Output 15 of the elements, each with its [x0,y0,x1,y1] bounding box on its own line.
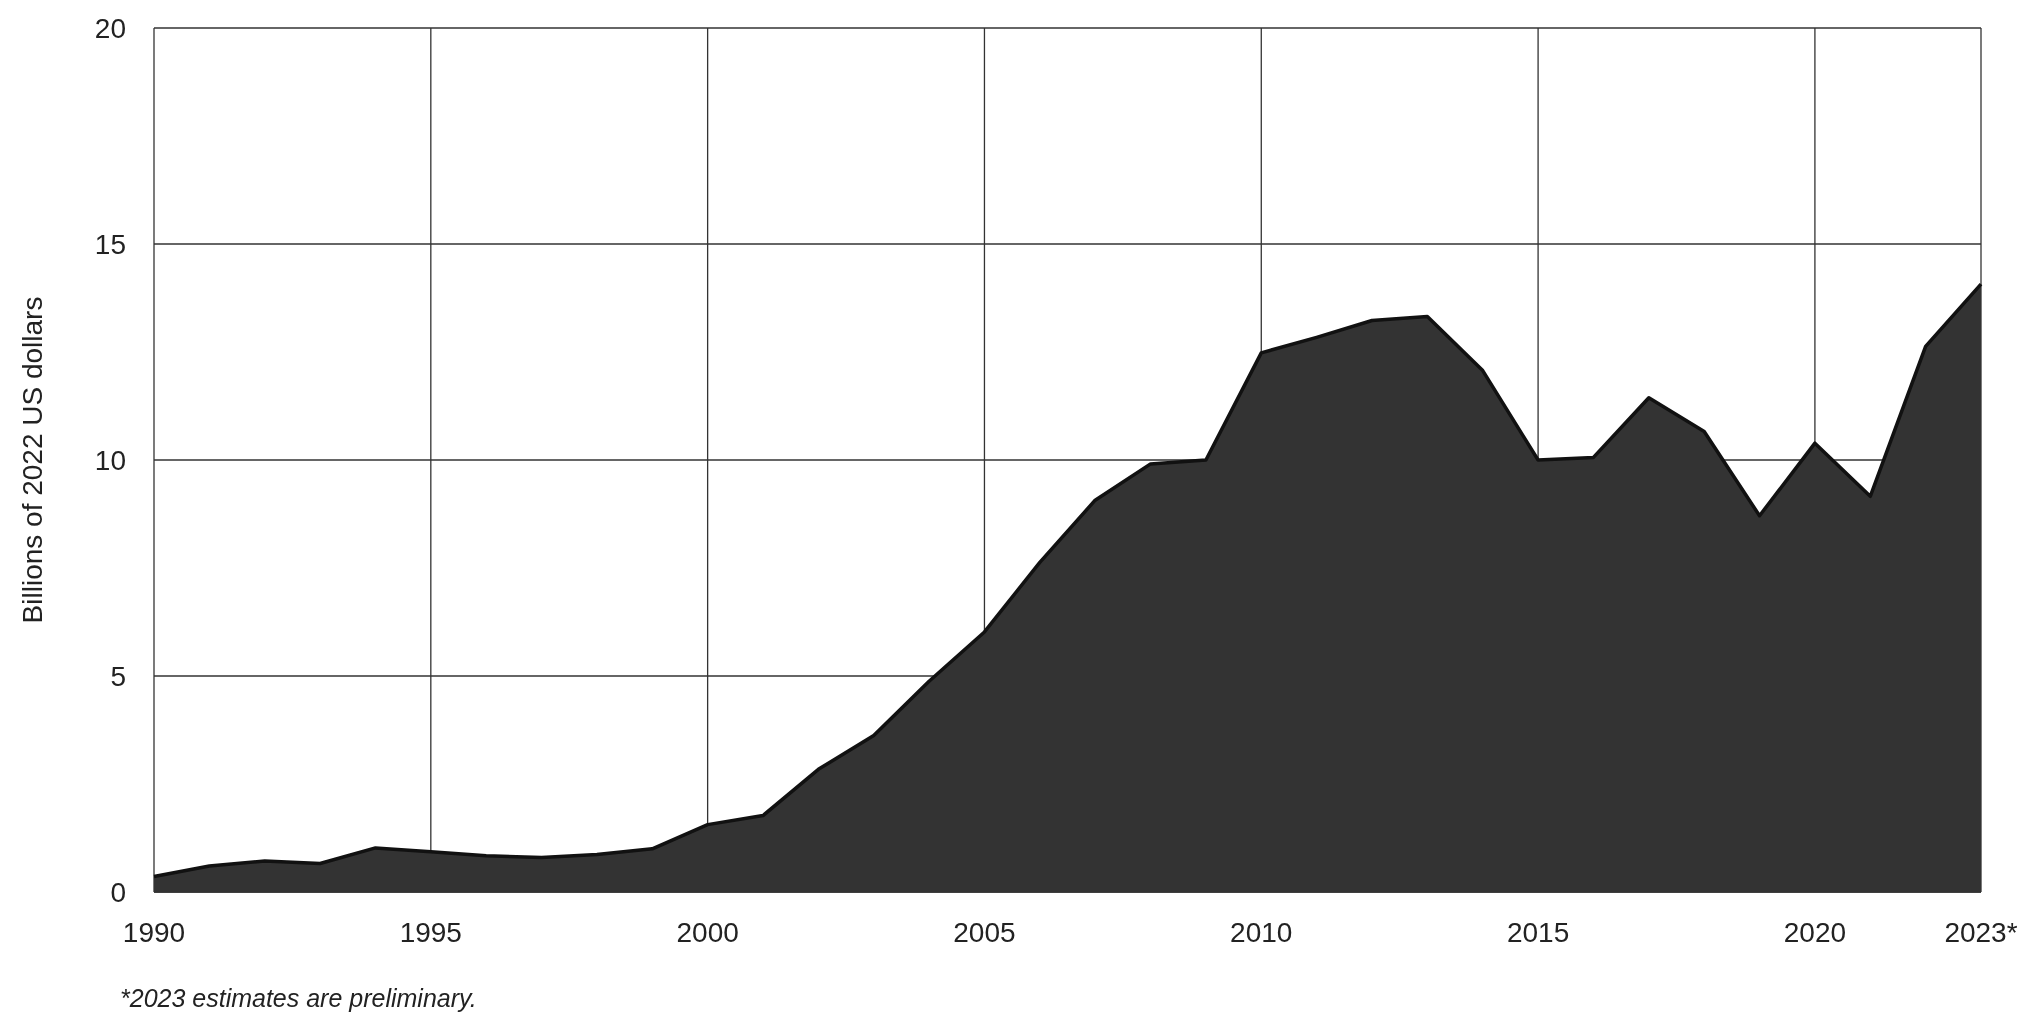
x-tick-label: 2023* [1944,917,2018,948]
text: *2023 estimates are preliminary. [120,984,477,1012]
y-tick-label: 20 [94,12,126,44]
x-tick-label: 1990 [122,917,186,948]
y-tick-label: 5 [110,660,126,692]
y-tick-label: 15 [94,228,126,260]
y-tick-label: 0 [110,876,126,908]
x-tick-label: 2005 [953,917,1016,948]
y-tick-label: 10 [94,444,126,476]
x-tick-label: 2010 [1230,917,1293,948]
x-tick-label: 2015 [1506,917,1570,948]
x-tick-label: 2000 [676,917,739,948]
y-axis-title: Billions of 2022 US dollars [17,296,48,624]
x-tick-label: 1995 [399,917,462,948]
x-tick-label: 2020 [1783,917,1847,948]
